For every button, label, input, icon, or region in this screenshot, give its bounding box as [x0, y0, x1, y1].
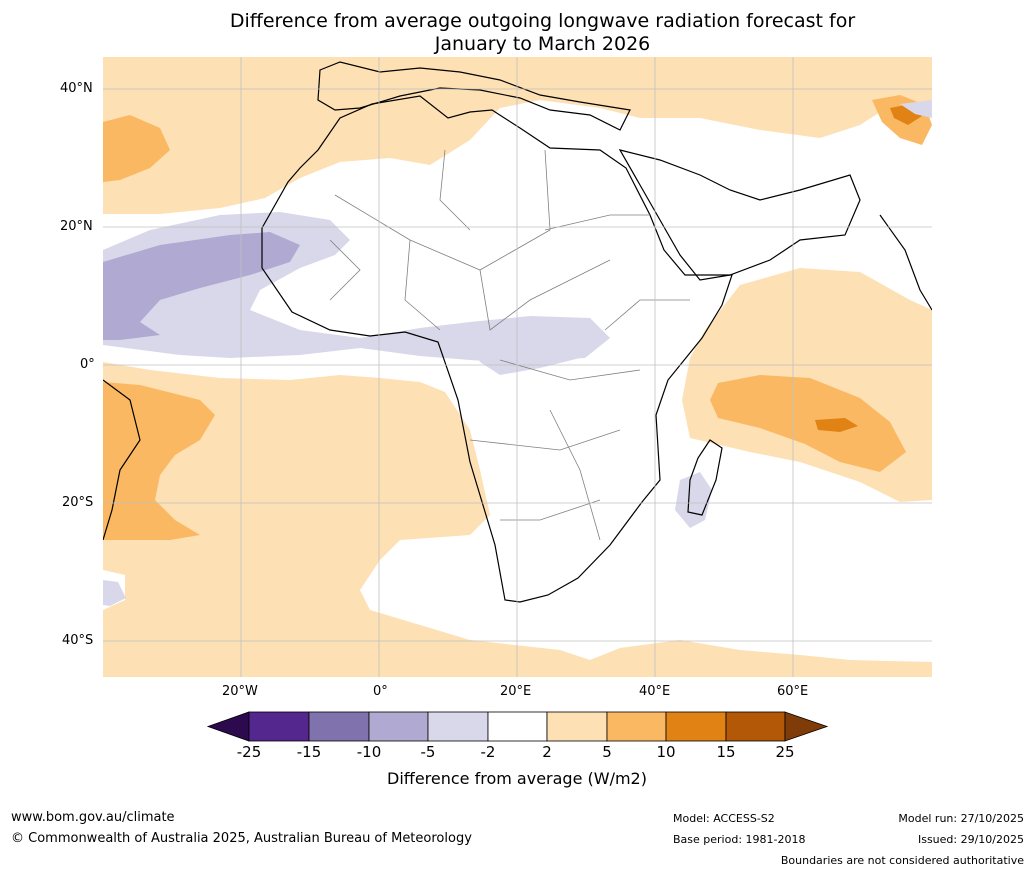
title-line-1: Difference from average outgoing longwav… [229, 10, 856, 32]
south-america-strong-anomaly [103, 382, 215, 540]
colorbar-tick-label: -5 [420, 743, 436, 761]
europe-coastline [317, 61, 631, 131]
colorbar-bin-3 [368, 711, 429, 742]
lat-label-20s: 20°S [62, 495, 94, 510]
africa-coastline [261, 95, 733, 603]
colorbar-bin-9 [725, 711, 786, 742]
middle-east-weak-anomaly [900, 100, 932, 118]
colorbar-tick-label: -25 [236, 743, 262, 761]
colorbar-tick-label: -2 [480, 743, 496, 761]
south-america-coastline [103, 379, 141, 541]
colorbar-tick-label: -10 [356, 743, 382, 761]
title-line-2: January to March 2026 [434, 33, 651, 55]
indian-ocean-strong-anomaly [710, 375, 906, 472]
footer-model: Model: ACCESS-S2 [673, 812, 775, 825]
colorbar-extend-low [206, 711, 250, 742]
south-atlantic-weak-anomaly [103, 580, 126, 606]
positive-anomaly-areas [103, 57, 932, 677]
lon-label-0: 0° [373, 684, 388, 699]
south-atlantic-anomaly [103, 362, 932, 677]
lon-label-20w: 20°W [222, 684, 258, 699]
lat-label-40s: 40°S [62, 633, 94, 648]
colorbar-bin-6 [546, 711, 608, 742]
colorbar-bin-7 [606, 711, 667, 742]
colorbar-tick-label: 25 [775, 743, 795, 761]
lon-label-40e: 40°E [639, 684, 671, 699]
lat-label-0: 0° [80, 357, 95, 372]
india-coastline [879, 214, 932, 311]
colorbar [206, 711, 829, 742]
colorbar-bin-5 [487, 711, 548, 742]
central-africa-weak-anomaly [470, 320, 600, 375]
north-atlantic-mediterranean-anomaly [103, 57, 932, 214]
footer-disclaimer: Boundaries are not considered authoritat… [780, 854, 1024, 867]
colorbar-tick-label: 15 [716, 743, 736, 761]
lon-label-20e: 20°E [500, 684, 532, 699]
footer-base-period: Base period: 1981-2018 [673, 833, 806, 846]
north-atlantic-strong-anomaly [103, 115, 170, 182]
gridlines [103, 57, 932, 677]
tropical-atlantic-moderate-anomaly [103, 232, 300, 340]
country-borders [329, 149, 690, 541]
indian-ocean-peak-anomaly [815, 418, 858, 432]
colorbar-tick-label: -15 [296, 743, 322, 761]
colorbar-title: Difference from average (W/m2) [387, 769, 647, 788]
arabian-peninsula-coastline [618, 149, 861, 281]
colorbar-bin-4 [427, 711, 489, 742]
footer-copyright: © Commonwealth of Australia 2025, Austra… [11, 831, 472, 846]
colorbar-bin-2 [308, 711, 370, 742]
lon-label-60e: 60°E [777, 684, 809, 699]
map-plot-area [103, 57, 932, 677]
coastlines [103, 61, 932, 603]
madagascar-coastline [687, 439, 723, 516]
lat-label-40n: 40°N [60, 81, 93, 96]
colorbar-tick-label: 10 [656, 743, 676, 761]
colorbar-tick-label: 5 [602, 743, 612, 761]
lat-label-20n: 20°N [60, 219, 93, 234]
colorbar-extend-high [784, 711, 829, 742]
colorbar-bin-8 [665, 711, 727, 742]
colorbar-tick-label: 2 [542, 743, 552, 761]
colorbar-bin-1 [248, 711, 310, 742]
footer-issued: Issued: 29/10/2025 [917, 833, 1024, 846]
chart-title: Difference from average outgoing longwav… [0, 10, 1035, 56]
footer-model-run: Model run: 27/10/2025 [898, 812, 1024, 825]
footer-url: www.bom.gov.au/climate [11, 810, 175, 825]
